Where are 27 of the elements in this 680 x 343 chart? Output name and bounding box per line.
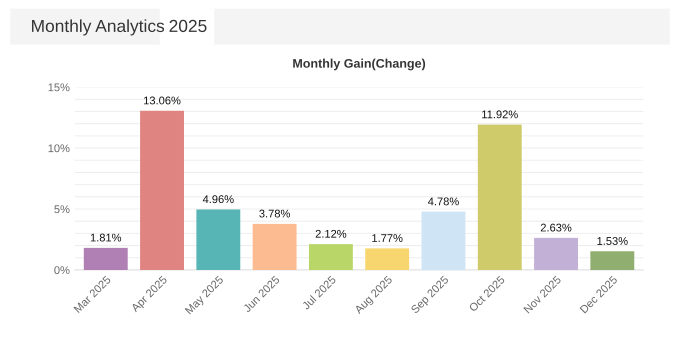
data-label: 4.96% (202, 195, 234, 204)
data-label: 11.92% (482, 110, 518, 118)
bar (590, 251, 634, 270)
y-tick-label: 10% (48, 144, 70, 152)
y-tick-label: 5% (54, 205, 70, 214)
y-tick-label: 0% (54, 266, 70, 274)
data-label: 2.12% (316, 230, 346, 238)
bar (365, 248, 410, 270)
chart-title: Monthly Gain(Change) (293, 58, 426, 70)
data-label: 3.78% (259, 210, 290, 218)
bar (422, 212, 466, 270)
y-tick-label: 15% (48, 83, 70, 92)
data-label: 2.63% (540, 224, 572, 232)
bar (534, 238, 578, 270)
bar (308, 244, 353, 270)
data-label: 1.81% (90, 234, 122, 242)
bar (140, 110, 184, 270)
data-label: 13.06% (144, 96, 180, 104)
data-label: 1.77% (372, 234, 403, 242)
bar (478, 124, 522, 270)
data-label: 1.53% (597, 237, 628, 245)
data-label: 4.78% (428, 197, 459, 206)
bar (252, 224, 297, 270)
text: 2025 (170, 20, 207, 32)
text: Monthly Analytics (32, 19, 164, 36)
bar (84, 248, 128, 270)
bar (196, 209, 240, 270)
